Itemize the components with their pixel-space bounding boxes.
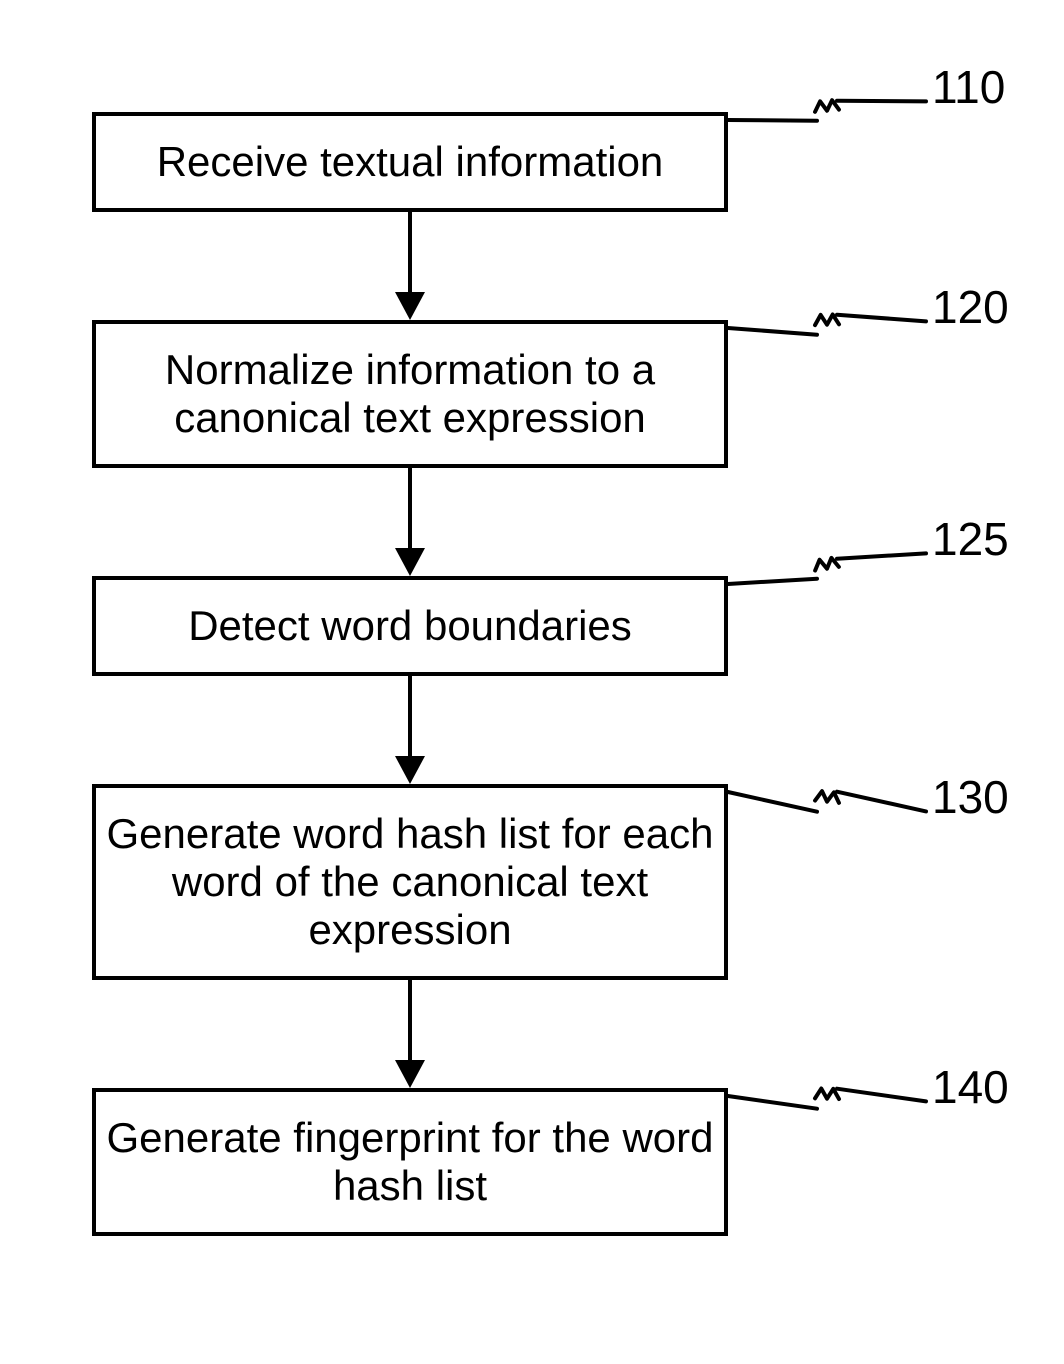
- flow-node-130-text: Generate word hash list for each word of…: [96, 804, 724, 961]
- flow-node-125-text: Detect word boundaries: [178, 596, 642, 656]
- ref-label-140: 140: [932, 1060, 1009, 1114]
- ref-label-110: 110: [932, 60, 1005, 114]
- flow-node-140-text: Generate fingerprint for the word hash l…: [96, 1108, 724, 1217]
- flow-node-130: Generate word hash list for each word of…: [92, 784, 728, 980]
- flowchart-canvas: Receive textual information Normalize in…: [0, 0, 1064, 1364]
- flow-node-125: Detect word boundaries: [92, 576, 728, 676]
- flow-node-120: Normalize information to a canonical tex…: [92, 320, 728, 468]
- flow-node-120-text: Normalize information to a canonical tex…: [96, 340, 724, 449]
- flow-node-140: Generate fingerprint for the word hash l…: [92, 1088, 728, 1236]
- ref-label-125: 125: [932, 512, 1009, 566]
- ref-label-130: 130: [932, 770, 1009, 824]
- flow-node-110-text: Receive textual information: [147, 132, 674, 192]
- flow-node-110: Receive textual information: [92, 112, 728, 212]
- ref-label-120: 120: [932, 280, 1009, 334]
